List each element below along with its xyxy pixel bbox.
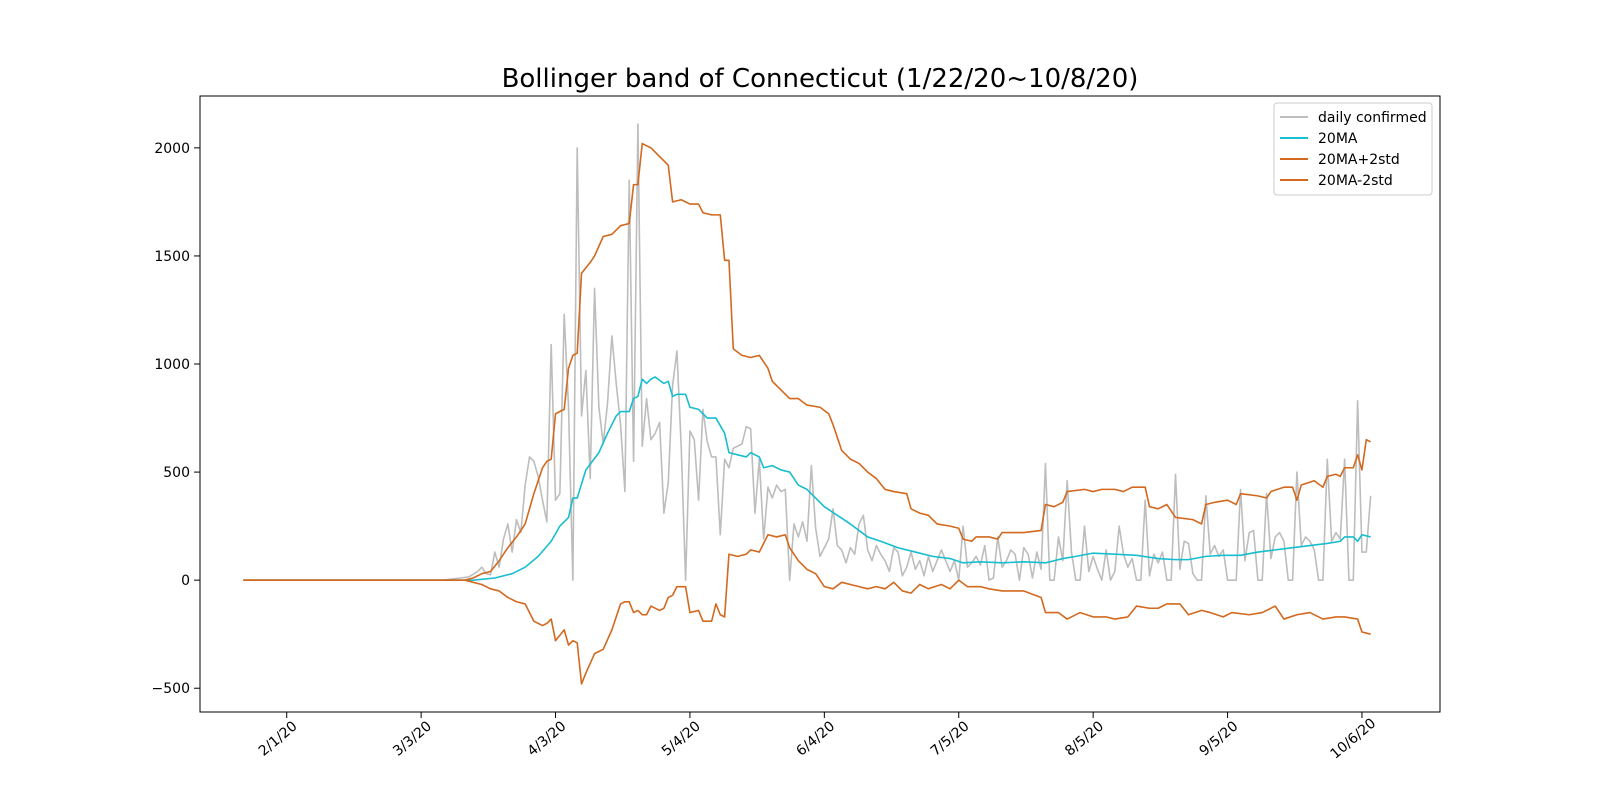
x-tick-label: 7/5/20 (928, 718, 973, 759)
x-tick-label: 5/4/20 (659, 718, 704, 759)
x-tick-label: 2/1/20 (256, 718, 301, 759)
y-tick-label: 0 (181, 573, 190, 589)
plot-frame (199, 95, 1441, 713)
series-line-20ma-2std (243, 533, 1371, 685)
x-axis: 2/1/20 3/3/20 4/3/20 5/4/20 6/4/20 7/5/20 8/5/… (256, 712, 1379, 762)
series-line-20ma (243, 376, 1371, 581)
y-tick-label: −500 (152, 681, 190, 697)
x-tick-label: 3/3/20 (390, 718, 435, 759)
legend-frame (1273, 102, 1433, 196)
y-tick-label: 500 (163, 465, 190, 481)
series-layer (243, 123, 1372, 685)
y-tick-label: 1500 (154, 249, 190, 265)
legend-label: daily confirmed (1318, 110, 1427, 126)
y-tick-label: 1000 (154, 357, 190, 373)
legend-label: 20MA-2std (1318, 173, 1393, 189)
x-tick-label: 9/5/20 (1197, 718, 1242, 759)
x-tick-label: 4/3/20 (525, 718, 570, 759)
x-tick-label: 6/4/20 (793, 718, 838, 759)
legend: daily confirmed 20MA 20MA+2std 20MA-2std (1273, 102, 1433, 196)
y-tick-label: 2000 (154, 141, 190, 157)
x-tick-label: 8/5/20 (1062, 718, 1107, 759)
legend-label: 20MA+2std (1318, 152, 1400, 168)
legend-label: 20MA (1318, 131, 1358, 147)
y-axis: −500 0 500 1000 1500 2000 (152, 141, 200, 697)
series-line-daily-confirmed (243, 123, 1372, 581)
x-tick-label: 10/6/20 (1328, 715, 1380, 762)
series-line-20ma-2std (243, 142, 1371, 581)
chart-title: Bollinger band of Connecticut (1/22/20~1… (502, 64, 1139, 94)
